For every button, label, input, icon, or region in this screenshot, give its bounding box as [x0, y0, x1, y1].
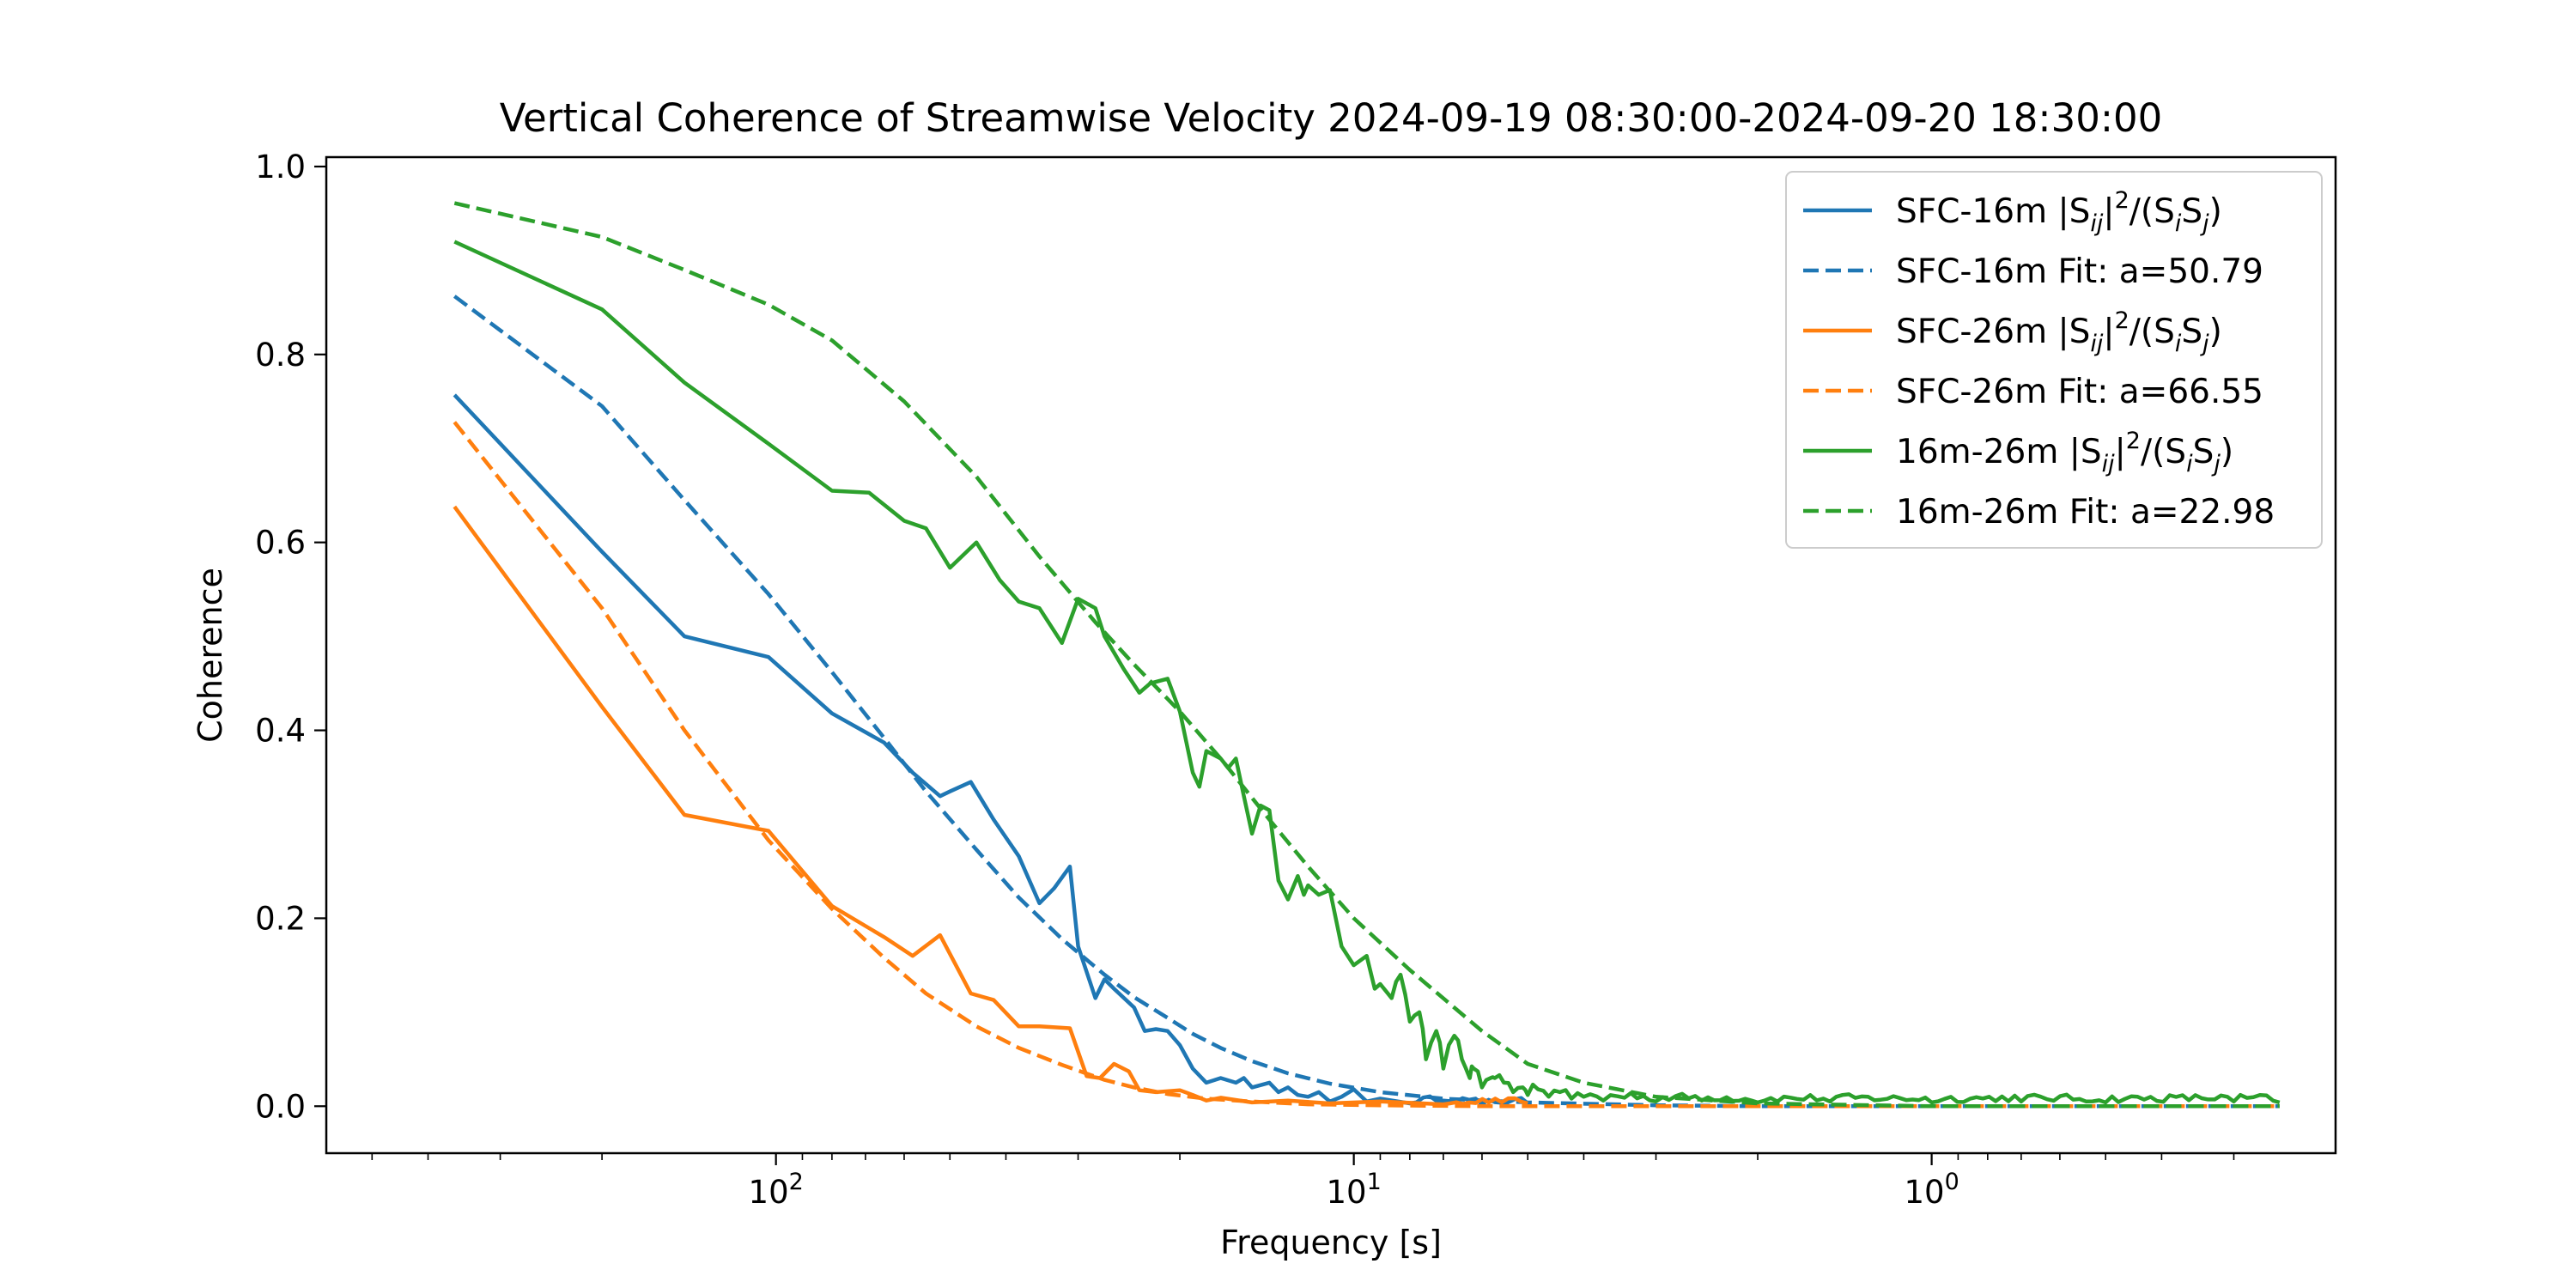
y-tick-label: 1.0	[255, 149, 306, 185]
y-tick-label: 0.0	[255, 1088, 306, 1125]
x-tick-label: 100	[1904, 1169, 1959, 1211]
legend-label: 16m-26m Fit: a=22.98	[1896, 493, 2275, 532]
y-tick-label: 0.2	[255, 900, 306, 937]
legend: SFC-16m |Sij|2/(SiSj) SFC-16m Fit: a=50.7…	[1785, 171, 2323, 549]
x-tick-label: 102	[749, 1169, 804, 1211]
legend-label: SFC-26m Fit: a=66.55	[1896, 373, 2263, 411]
plot-area	[453, 201, 2281, 1109]
x-axis-ticks: 102 101 100	[371, 1153, 2235, 1211]
legend-label: SFC-26m |Sij|2/(SiSj)	[1896, 307, 2222, 357]
legend-label: SFC-16m |Sij|2/(SiSj)	[1896, 187, 2222, 237]
y-tick-label: 0.8	[255, 337, 306, 374]
plot-frame	[325, 155, 2337, 1155]
y-tick-label: 0.6	[255, 525, 306, 562]
chart-title: Vertical Coherence of Streamwise Velocit…	[500, 95, 2163, 141]
y-axis-ticks: 0.0 0.2 0.4 0.6 0.8 1.0	[255, 149, 326, 1125]
legend-frame	[1785, 171, 2323, 549]
y-tick-label: 0.4	[255, 713, 306, 750]
series-line-3	[453, 421, 2280, 1109]
legend-label: SFC-16m Fit: a=50.79	[1896, 252, 2263, 291]
x-tick-label: 101	[1327, 1169, 1382, 1211]
series-line-2	[453, 505, 1528, 1107]
y-axis-label: Coherence	[191, 568, 229, 743]
legend-label: 16m-26m |Sij|2/(SiSj)	[1896, 428, 2233, 477]
x-axis-label: Frequency [s]	[1220, 1224, 1442, 1261]
series-line-4	[453, 240, 2281, 1105]
series-line-5	[453, 201, 2280, 1109]
